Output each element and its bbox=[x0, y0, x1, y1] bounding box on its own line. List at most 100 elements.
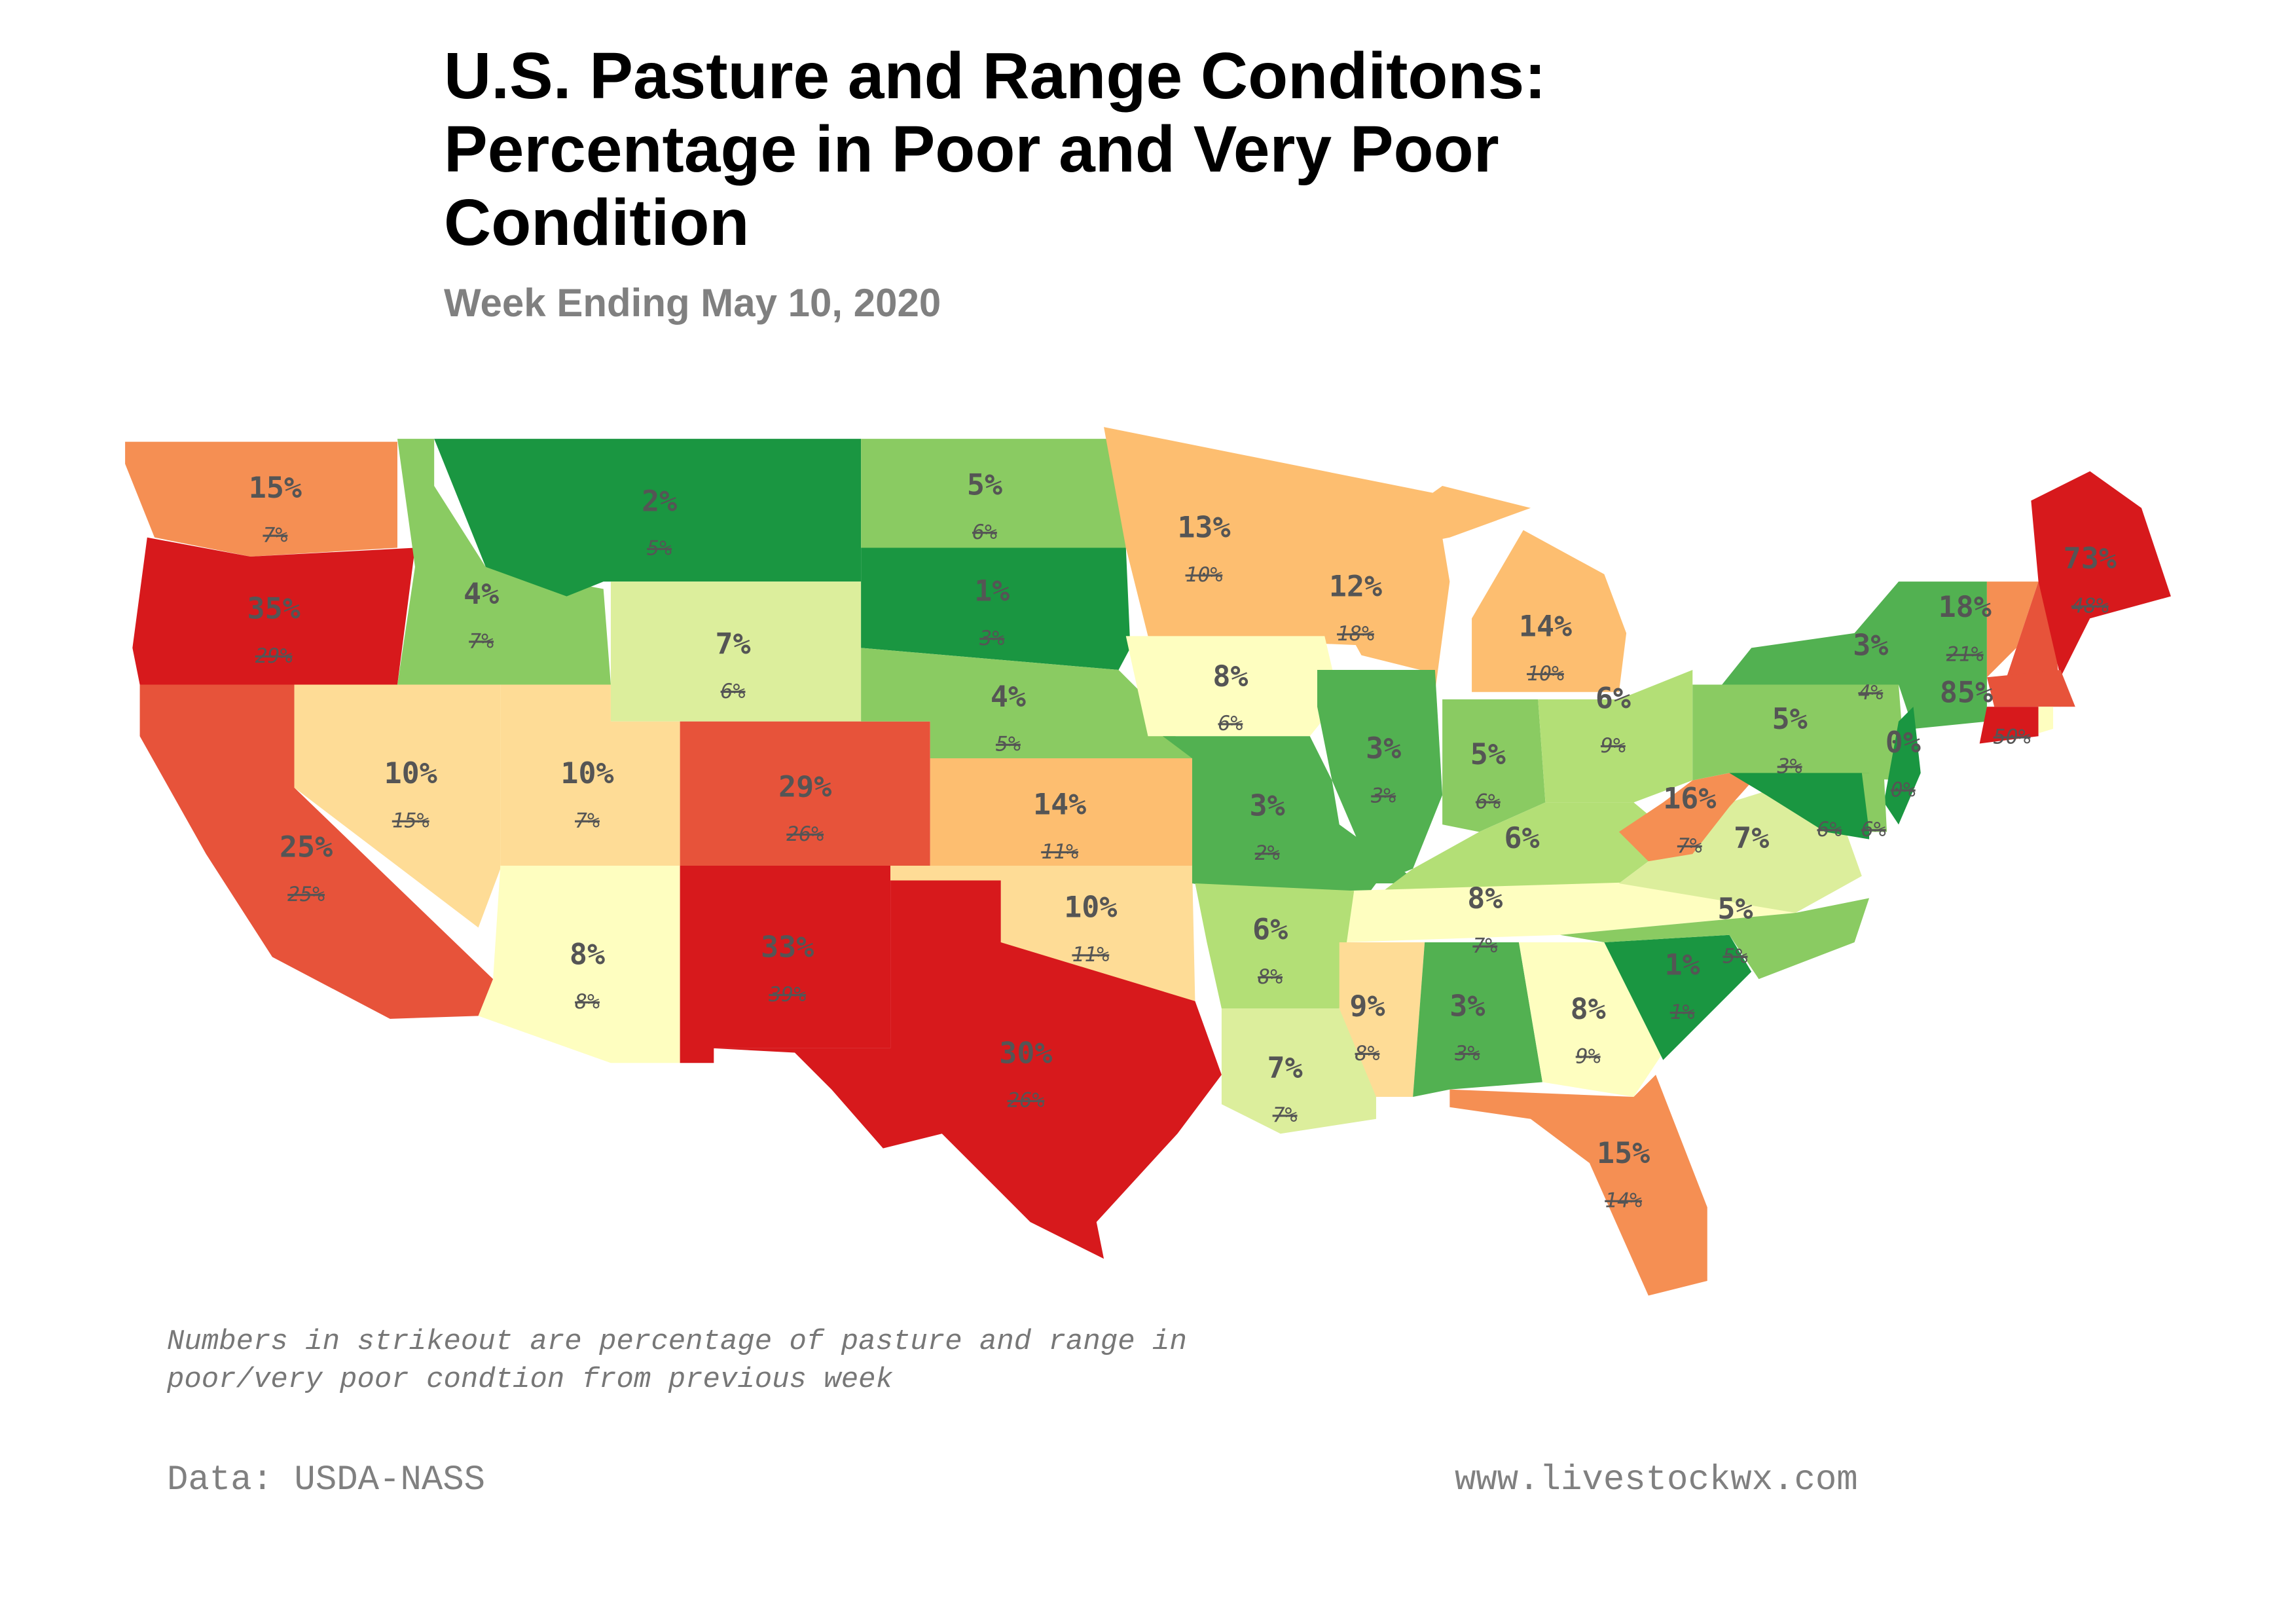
previous-value-pa: 3% bbox=[1777, 754, 1802, 778]
current-value-ia: 8% bbox=[1212, 659, 1248, 693]
current-value-ct: 85% bbox=[1940, 675, 1993, 710]
previous-value-ms: 8% bbox=[1355, 1042, 1380, 1065]
previous-value-or: 29% bbox=[255, 644, 293, 668]
current-value-ga: 8% bbox=[1571, 991, 1606, 1026]
current-value-vt: 18% bbox=[1939, 589, 1992, 624]
previous-value-tn: 7% bbox=[1472, 934, 1497, 958]
previous-value-id: 7% bbox=[469, 629, 494, 653]
state-ne bbox=[861, 648, 1192, 758]
previous-value-az: 8% bbox=[575, 990, 600, 1014]
previous-value-de: 6% bbox=[1861, 818, 1886, 841]
current-value-mt: 2% bbox=[642, 483, 677, 518]
previous-value-ar: 8% bbox=[1258, 965, 1283, 989]
current-value-tn: 8% bbox=[1467, 881, 1503, 915]
state-nv bbox=[294, 684, 501, 928]
current-value-ar: 6% bbox=[1252, 912, 1288, 946]
previous-value-md: 6% bbox=[1817, 818, 1842, 841]
state-nc bbox=[1559, 898, 1870, 980]
state-de bbox=[1861, 773, 1887, 832]
previous-value-ut: 7% bbox=[575, 809, 600, 833]
current-value-in: 5% bbox=[1470, 737, 1506, 771]
previous-value-il: 3% bbox=[1370, 784, 1396, 807]
current-value-al: 3% bbox=[1449, 988, 1485, 1023]
website-credit: www.livestockwx.com bbox=[1455, 1460, 1858, 1500]
current-value-wi: 12% bbox=[1329, 569, 1382, 604]
state-pa bbox=[1692, 684, 1906, 781]
previous-value-ca: 25% bbox=[287, 883, 325, 906]
current-value-sc: 1% bbox=[1664, 947, 1700, 982]
state-ma bbox=[1986, 670, 2075, 707]
current-value-id: 4% bbox=[464, 576, 499, 611]
current-value-wa: 15% bbox=[249, 470, 302, 505]
current-value-la: 7% bbox=[1267, 1050, 1303, 1085]
state-ny bbox=[1722, 581, 1987, 729]
previous-value-sd: 3% bbox=[979, 627, 1004, 650]
previous-value-ia: 6% bbox=[1218, 712, 1243, 735]
current-value-ok: 10% bbox=[1064, 890, 1117, 925]
state-vt bbox=[1986, 581, 2039, 678]
current-value-nd: 5% bbox=[967, 468, 1002, 502]
previous-value-nc: 5% bbox=[1723, 944, 1748, 968]
state-mi-upper-peninsula bbox=[1339, 486, 1531, 560]
previous-value-fl: 14% bbox=[1605, 1189, 1642, 1213]
current-value-fl: 15% bbox=[1597, 1135, 1650, 1170]
state-mo bbox=[1162, 736, 1421, 913]
previous-value-nv: 15% bbox=[392, 809, 429, 833]
state-ca bbox=[139, 684, 494, 1019]
previous-value-ks: 11% bbox=[1041, 840, 1078, 864]
current-value-ky: 6% bbox=[1504, 821, 1539, 855]
current-value-ne: 4% bbox=[991, 679, 1026, 714]
previous-value-al: 3% bbox=[1454, 1042, 1480, 1065]
chart-subtitle: Week Ending May 10, 2020 bbox=[444, 281, 941, 325]
state-ks bbox=[930, 758, 1192, 866]
state-mi bbox=[1472, 530, 1627, 692]
chart-title: U.S. Pasture and Range Conditons: Percen… bbox=[444, 39, 1546, 259]
previous-value-ny: 4% bbox=[1858, 681, 1883, 705]
previous-value-mn: 10% bbox=[1186, 563, 1223, 587]
previous-value-me: 48% bbox=[2071, 594, 2109, 618]
current-value-sd: 1% bbox=[974, 573, 1010, 608]
previous-value-tx: 26% bbox=[1007, 1089, 1044, 1113]
current-value-nv: 10% bbox=[384, 756, 437, 790]
state-sd bbox=[861, 547, 1131, 671]
state-labels: 15% 7% 35% 29% 25% 25% 10% 15% 4% 7% 2% 5% 7% 6% 10% 7%… bbox=[247, 468, 2117, 1213]
current-value-tx: 30% bbox=[999, 1035, 1052, 1070]
state-ri bbox=[2038, 707, 2054, 733]
state-az bbox=[478, 866, 680, 1063]
current-value-wv: 16% bbox=[1663, 781, 1716, 815]
current-value-ms: 9% bbox=[1349, 988, 1385, 1023]
state-al bbox=[1413, 942, 1542, 1098]
state-nm bbox=[680, 866, 891, 1063]
previous-value-oh: 9% bbox=[1601, 734, 1626, 758]
previous-value-mo: 2% bbox=[1255, 841, 1280, 865]
state-oh bbox=[1538, 670, 1693, 803]
current-value-co: 29% bbox=[778, 769, 831, 803]
state-id bbox=[397, 439, 611, 685]
state-me bbox=[2031, 471, 2171, 678]
current-value-az: 8% bbox=[570, 937, 605, 972]
state-ok bbox=[890, 866, 1195, 1001]
previous-value-ga: 9% bbox=[1576, 1044, 1601, 1068]
current-value-pa: 5% bbox=[1772, 701, 1808, 736]
state-wv bbox=[1618, 766, 1766, 862]
state-mt bbox=[434, 439, 862, 597]
previous-value-la: 7% bbox=[1273, 1103, 1298, 1127]
current-value-nm: 33% bbox=[761, 929, 814, 964]
previous-value-ri: 50% bbox=[1994, 725, 2031, 748]
current-value-ut: 10% bbox=[560, 756, 613, 790]
current-value-mo: 3% bbox=[1250, 788, 1285, 823]
current-value-ca: 25% bbox=[280, 830, 333, 864]
state-or bbox=[132, 537, 415, 685]
previous-value-wv: 7% bbox=[1677, 834, 1702, 858]
state-md bbox=[1729, 773, 1870, 840]
state-wa bbox=[125, 441, 397, 557]
previous-value-sc: 1% bbox=[1670, 1001, 1695, 1024]
previous-value-in: 6% bbox=[1476, 790, 1501, 813]
state-ar bbox=[1195, 883, 1355, 1009]
state-ut bbox=[500, 684, 680, 866]
state-fl bbox=[1449, 1075, 1707, 1296]
previous-value-wi: 18% bbox=[1337, 622, 1374, 646]
current-value-va: 7% bbox=[1734, 821, 1769, 855]
state-wy bbox=[610, 581, 862, 722]
